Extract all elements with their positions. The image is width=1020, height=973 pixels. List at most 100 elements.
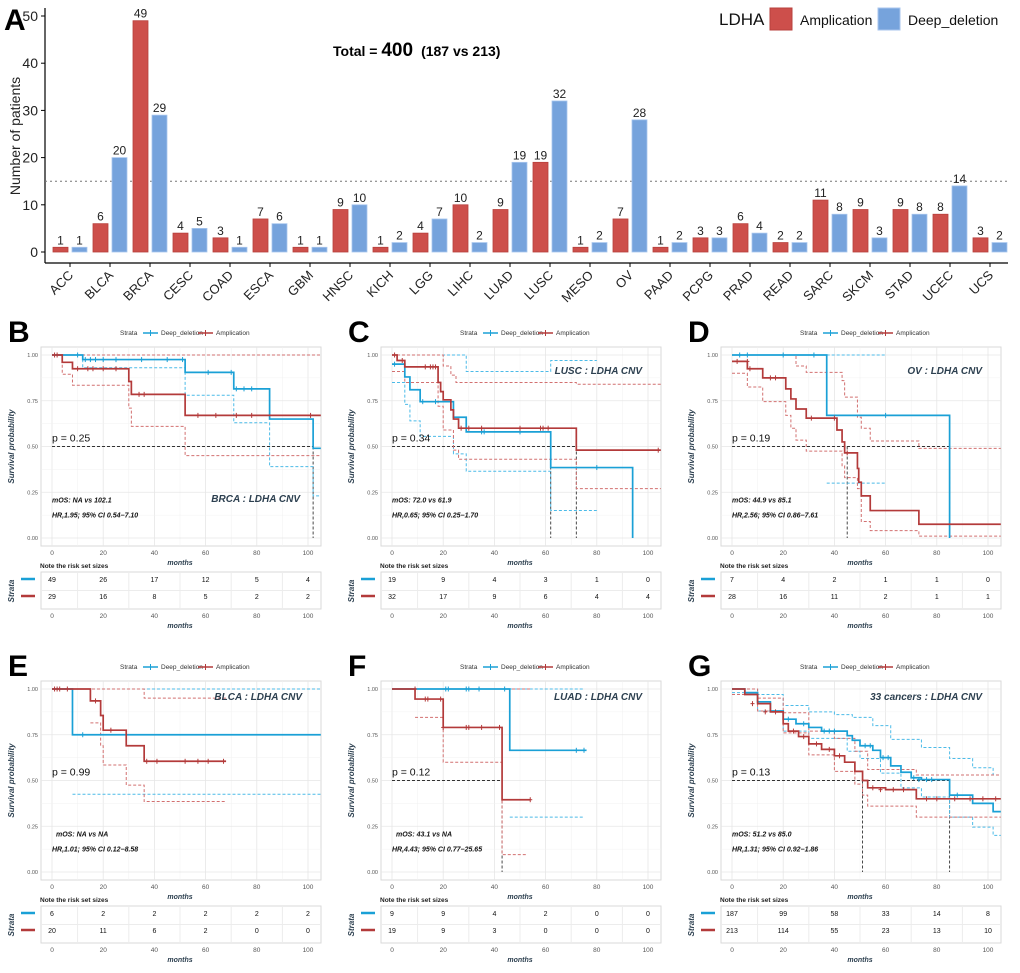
legend-label-deep-deletion: Deep_deletion — [908, 12, 998, 28]
x-tick-label: PAAD — [641, 268, 676, 303]
hazard-ratio: HR,2.56; 95% CI 0.86−7.61 — [732, 512, 818, 519]
y-tick-label: 0.50 — [707, 445, 718, 451]
ci-lower-deep_deletion — [52, 354, 321, 497]
risk-table-title: Note the risk set sizes — [40, 563, 109, 570]
x-tick-label: OV — [612, 267, 636, 291]
risk-cell: 2 — [884, 594, 888, 601]
ci-lower-amplication — [392, 370, 661, 490]
risk-cell: 0 — [306, 928, 310, 935]
panel-label-c: C — [348, 316, 370, 349]
x-tick-label: 40 — [491, 884, 499, 891]
x-tick-label: 60 — [882, 550, 890, 557]
hazard-ratio: HR,4.43; 95% CI 0.77−25.65 — [392, 846, 482, 853]
y-tick-label: 0.75 — [27, 733, 38, 739]
risk-x-tick-label: 100 — [303, 613, 314, 620]
bar-deep_deletion-hnsc — [351, 204, 368, 253]
bar-value-label: 3 — [217, 224, 224, 238]
risk-cell: 0 — [646, 928, 650, 935]
bar-amplication-ov — [612, 218, 629, 253]
risk-x-tick-label: 40 — [831, 613, 839, 620]
y-tick-label: 1.00 — [367, 353, 378, 359]
risk-strata-label: Strata — [687, 579, 696, 602]
risk-cell: 28 — [728, 594, 736, 601]
risk-x-tick-label: 80 — [933, 947, 941, 954]
bar-value-label: 7 — [257, 205, 264, 219]
risk-x-tick-label: 0 — [390, 947, 394, 954]
risk-cell: 26 — [99, 577, 107, 584]
y-axis-title: Survival probability — [687, 409, 696, 484]
bar-amplication-stad — [892, 209, 909, 253]
x-tick-label: 80 — [933, 884, 941, 891]
bar-value-label: 1 — [377, 233, 384, 247]
y-tick-label: 0 — [30, 244, 38, 260]
survival-curve-amplication — [732, 688, 1001, 800]
bar-amplication-lusc — [532, 161, 549, 253]
risk-cell: 11 — [100, 928, 107, 935]
bar-amplication-paad — [652, 246, 669, 253]
bar-deep_deletion-pcpg — [711, 237, 728, 253]
y-tick-label: 1.00 — [707, 687, 718, 693]
risk-strata-label: Strata — [347, 579, 356, 602]
strata-legend-title: Strata — [460, 330, 478, 337]
risk-cell: 2 — [832, 577, 836, 584]
risk-x-tick-label: 0 — [390, 613, 394, 620]
legend-label-deep-deletion: Deep_deletion — [841, 664, 883, 671]
risk-x-axis-title: months — [847, 623, 872, 630]
x-tick-label: 40 — [151, 884, 159, 891]
risk-cell: 14 — [933, 911, 941, 918]
risk-cell: 2 — [101, 911, 105, 918]
survival-curve-amplication — [52, 354, 321, 417]
risk-x-tick-label: 40 — [151, 613, 159, 620]
risk-cell: 16 — [99, 594, 107, 601]
p-value: p = 0.12 — [392, 767, 430, 779]
bar-value-label: 2 — [396, 229, 403, 243]
total-prefix: Total = — [333, 43, 381, 59]
risk-table-title: Note the risk set sizes — [40, 897, 109, 904]
bar-value-label: 1 — [76, 233, 83, 247]
risk-cell: 9 — [390, 911, 394, 918]
risk-x-axis-title: months — [507, 623, 532, 630]
bar-value-label: 9 — [897, 196, 904, 210]
survival-curve-deep-deletion — [732, 688, 1001, 813]
risk-x-tick-label: 100 — [643, 613, 654, 620]
bar-amplication-skcm — [852, 209, 869, 253]
x-axis-title: months — [167, 894, 192, 901]
bar-deep_deletion-kich — [391, 242, 408, 253]
bar-amplication-gbm — [292, 246, 309, 253]
bar-deep_deletion-coad — [231, 246, 248, 253]
panel-c: C Strata Deep_deletion Amplication 0.00 0.25 0… — [347, 316, 662, 630]
panel-g: G Strata Deep_deletion Amplication 0.00 0.25 0… — [687, 650, 1002, 964]
legend-label-amplication: Amplication — [896, 664, 930, 671]
panel-f: F Strata Deep_deletion Amplication 0.00 0.25 0… — [347, 650, 662, 964]
x-tick-label: 0 — [390, 884, 394, 891]
bar-value-label: 9 — [497, 196, 504, 210]
strata-legend-title: Strata — [120, 330, 138, 337]
x-tick-label: 80 — [253, 550, 261, 557]
risk-cell: 3 — [544, 577, 548, 584]
bar-value-label: 20 — [113, 144, 127, 158]
x-tick-label: 20 — [440, 550, 448, 557]
risk-cell: 19 — [388, 928, 396, 935]
bar-value-label: 19 — [513, 148, 527, 162]
panel-d: D Strata Deep_deletion Amplication 0.00 0.25 0… — [687, 316, 1002, 630]
bar-value-label: 1 — [297, 233, 304, 247]
bar-value-label: 2 — [777, 229, 784, 243]
risk-cell: 8 — [986, 911, 990, 918]
survival-curve-amplication — [52, 688, 227, 763]
bar-value-label: 3 — [977, 224, 984, 238]
ci-lower-amplication — [52, 354, 321, 457]
x-tick-label: BLCA — [81, 267, 116, 302]
x-tick-label: STAD — [882, 268, 916, 302]
ci-lower-amplication — [732, 693, 1001, 818]
legend-label-deep-deletion: Deep_deletion — [161, 664, 203, 671]
bar-value-label: 1 — [236, 233, 243, 247]
bar-amplication-read — [772, 242, 789, 253]
x-tick-label: UCEC — [919, 268, 956, 305]
risk-cell: 213 — [726, 928, 738, 935]
y-tick-label: 0.25 — [27, 490, 38, 496]
risk-x-tick-label: 20 — [100, 613, 108, 620]
bar-value-label: 2 — [996, 229, 1003, 243]
median-os: mOS: 51.2 vs 85.0 — [732, 832, 792, 839]
strata-legend-title: Strata — [460, 664, 478, 671]
risk-x-tick-label: 20 — [440, 613, 448, 620]
